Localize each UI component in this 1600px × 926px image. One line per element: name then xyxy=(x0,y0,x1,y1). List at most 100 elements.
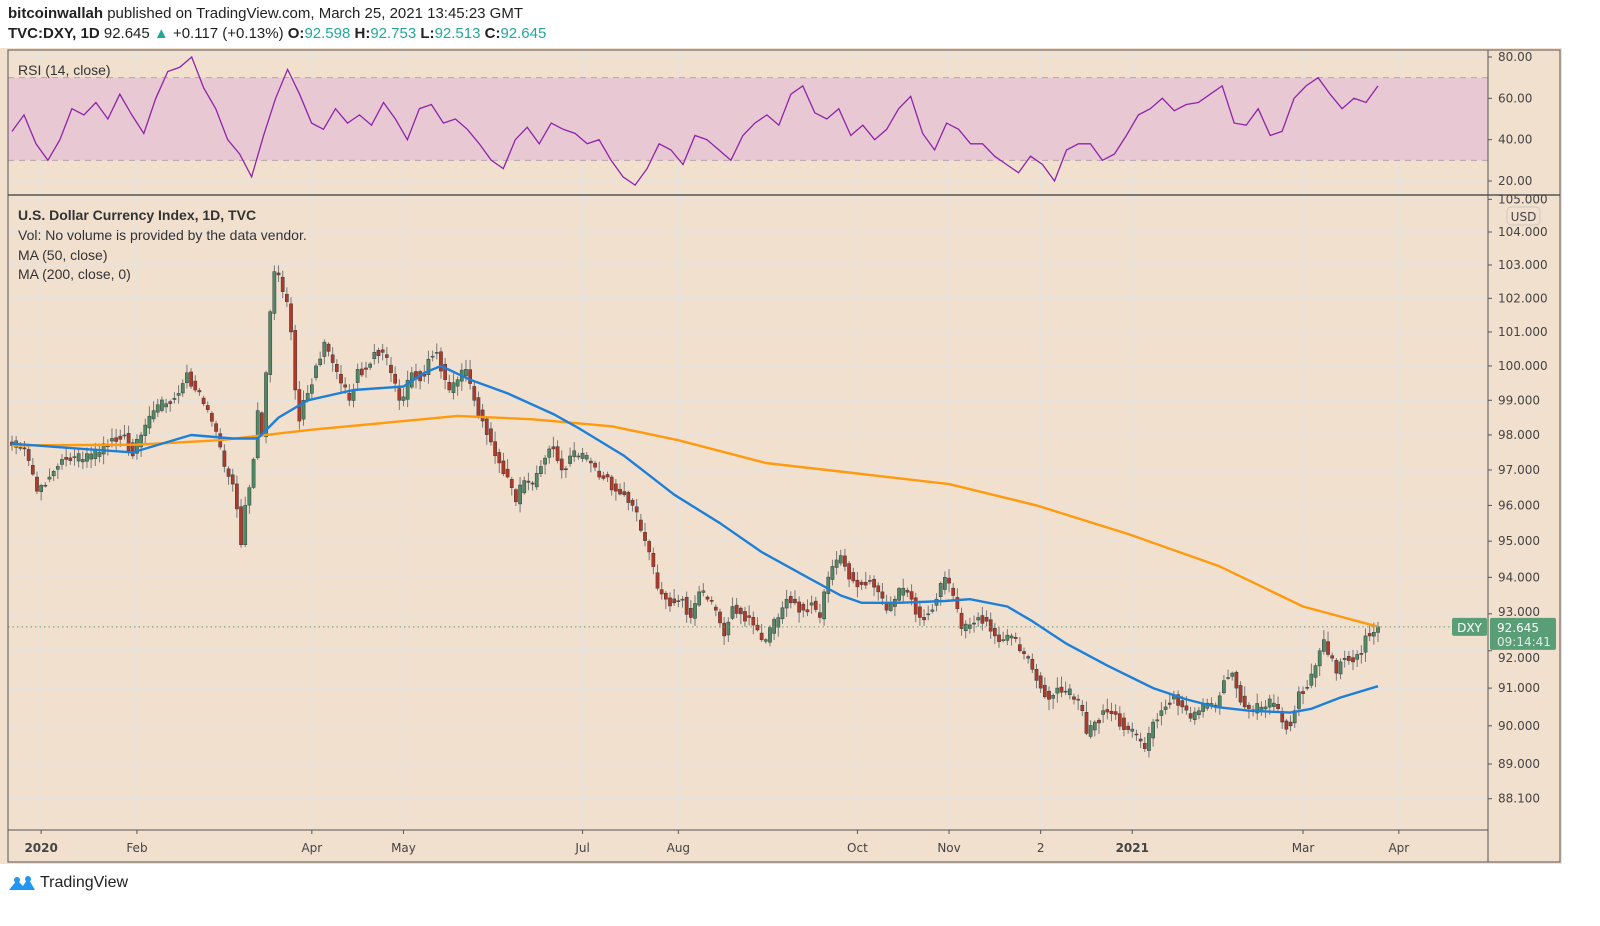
candle-up xyxy=(155,404,160,413)
ma200-legend[interactable]: MA (200, close, 0) xyxy=(18,266,131,282)
candle-down xyxy=(193,380,198,391)
candle-down xyxy=(1080,705,1085,711)
candle-down xyxy=(476,397,481,417)
candle-down xyxy=(68,457,73,461)
price-tick-label: 96.000 xyxy=(1498,498,1540,512)
symbol-label[interactable]: TVC:DXY, 1D xyxy=(8,25,100,42)
candle-up xyxy=(1101,710,1105,715)
candle-down xyxy=(614,483,618,492)
candle-up xyxy=(763,639,768,642)
candle-up xyxy=(697,591,702,606)
countdown-label: 09:14:41 xyxy=(1497,635,1551,649)
candle-up xyxy=(1342,657,1347,661)
candle-up xyxy=(838,555,843,564)
candle-down xyxy=(114,437,118,442)
candle-up xyxy=(1051,695,1056,699)
candle-up xyxy=(39,485,44,492)
candle-down xyxy=(443,363,447,380)
candle-down xyxy=(922,617,926,621)
candle-down xyxy=(1030,658,1035,670)
candle-up xyxy=(1230,672,1235,677)
candle-up xyxy=(1217,695,1222,708)
candle-down xyxy=(197,390,202,393)
author-name[interactable]: bitcoinwallah xyxy=(8,5,104,22)
candle-up xyxy=(243,505,248,545)
close-value: 92.645 xyxy=(500,25,547,42)
candle-down xyxy=(880,591,885,599)
candle-down xyxy=(618,488,622,495)
candle-up xyxy=(97,452,102,457)
ma50-legend[interactable]: MA (50, close) xyxy=(18,247,108,263)
candle-down xyxy=(1105,709,1110,713)
candle-down xyxy=(797,601,801,613)
candle-up xyxy=(1363,635,1368,653)
candle-down xyxy=(647,541,652,553)
candle-down xyxy=(751,617,756,626)
candle-up xyxy=(768,627,772,643)
candle-up xyxy=(318,358,323,366)
brand-name[interactable]: TradingView xyxy=(40,874,129,891)
candle-down xyxy=(559,458,564,471)
candle-down xyxy=(1305,687,1310,689)
candle-up xyxy=(543,457,547,465)
candle-down xyxy=(118,435,123,440)
candle-up xyxy=(101,443,106,455)
candle-down xyxy=(280,276,285,292)
volume-legend[interactable]: Vol: No volume is provided by the data v… xyxy=(18,227,307,243)
candle-up xyxy=(1313,665,1318,678)
candle-up xyxy=(172,398,177,400)
candle-up xyxy=(160,399,164,411)
candle-down xyxy=(801,603,806,611)
candle-down xyxy=(634,506,639,513)
candle-down xyxy=(1334,659,1339,674)
candle-down xyxy=(210,413,214,422)
candle-down xyxy=(489,428,493,443)
candle-up xyxy=(89,453,93,460)
candle-up xyxy=(185,372,189,384)
candle-up xyxy=(1322,639,1326,652)
candle-down xyxy=(872,578,876,588)
rsi-legend[interactable]: RSI (14, close) xyxy=(18,62,111,78)
last-price: 92.645 xyxy=(103,25,150,42)
candle-up xyxy=(430,355,435,358)
candle-down xyxy=(601,475,606,479)
candle-up xyxy=(888,603,893,611)
candle-up xyxy=(272,271,277,314)
candle-up xyxy=(539,466,543,474)
candle-up xyxy=(1371,632,1376,637)
candle-up xyxy=(255,410,260,459)
tradingview-logo-icon xyxy=(9,876,35,890)
candle-down xyxy=(1117,713,1122,727)
candle-down xyxy=(330,354,335,363)
candle-down xyxy=(293,330,298,391)
publish-text: published on TradingView.com, March 25, … xyxy=(107,5,523,22)
candle-up xyxy=(776,617,781,628)
candle-down xyxy=(1038,675,1043,689)
time-tick-label: Oct xyxy=(847,841,868,855)
candle-down xyxy=(1017,644,1022,652)
candle-down xyxy=(709,600,714,602)
candle-up xyxy=(584,455,589,460)
candle-up xyxy=(822,591,826,620)
candle-up xyxy=(1317,650,1322,667)
candle-down xyxy=(1113,711,1118,715)
candle-up xyxy=(1076,698,1080,701)
candle-down xyxy=(988,619,993,632)
candle-down xyxy=(884,603,889,611)
candle-down xyxy=(659,589,664,595)
candle-down xyxy=(497,452,502,464)
candle-down xyxy=(1034,668,1039,681)
candle-up xyxy=(18,447,23,449)
candle-up xyxy=(368,363,373,368)
candle-down xyxy=(126,433,131,451)
candle-down xyxy=(201,397,206,404)
candle-up xyxy=(1338,661,1343,675)
candle-down xyxy=(1180,700,1185,708)
candle-up xyxy=(1159,710,1164,716)
candle-up xyxy=(1222,680,1226,694)
candle-up xyxy=(726,621,731,636)
candle-up xyxy=(522,480,527,494)
time-tick-label: Jul xyxy=(574,841,589,855)
candle-up xyxy=(976,617,981,621)
